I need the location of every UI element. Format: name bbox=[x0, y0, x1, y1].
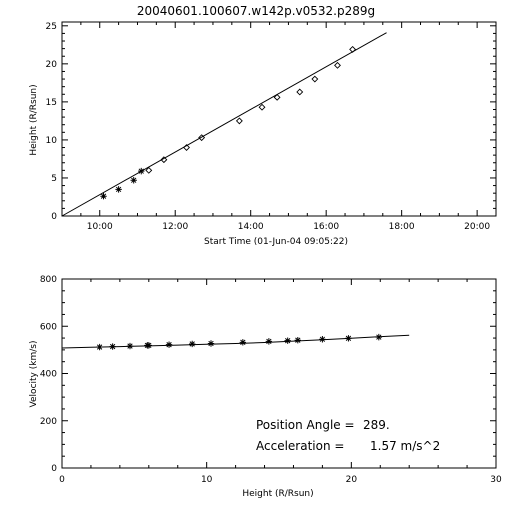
top-chart-title: 20040601.100607.w142p.v0532.p289g bbox=[137, 4, 375, 18]
top-x-tick-label: 10:00 bbox=[87, 222, 113, 232]
top-star-point bbox=[100, 193, 107, 200]
acceleration-label: Acceleration = bbox=[256, 439, 344, 453]
top-y-axis-label: Height (R/Rsun) bbox=[29, 84, 39, 155]
top-diamond-point bbox=[273, 93, 281, 101]
bottom-x-ticks: 0 10 20 30 bbox=[59, 279, 502, 485]
top-diamond-point bbox=[235, 117, 243, 125]
bottom-y-ticks: 0 200 400 600 800 bbox=[40, 275, 496, 474]
position-angle-value: 289. bbox=[363, 418, 390, 432]
bottom-x-tick-label: 0 bbox=[59, 475, 65, 485]
top-y-tick-label: 10 bbox=[46, 136, 58, 146]
top-star-point bbox=[115, 186, 122, 193]
bottom-data-layer bbox=[61, 333, 410, 351]
bottom-star-point bbox=[189, 340, 196, 348]
top-diamond-point bbox=[334, 61, 341, 69]
bottom-fit-line bbox=[61, 334, 410, 349]
bottom-star-point bbox=[284, 337, 291, 344]
top-diamond-point bbox=[160, 156, 168, 164]
bottom-y-tick-label: 600 bbox=[40, 322, 57, 332]
acceleration-value: 1.57 m/s^2 bbox=[370, 439, 440, 453]
bottom-chart: 0 10 20 30 0 200 400 600 800 Height (R/Rsun) Ve… bbox=[29, 275, 502, 499]
top-diamond-point bbox=[311, 75, 319, 83]
top-x-tick-label: 12:00 bbox=[162, 222, 188, 232]
bottom-y-tick-label: 0 bbox=[51, 464, 57, 474]
bottom-x-tick-label: 30 bbox=[490, 475, 502, 485]
bottom-star-point bbox=[207, 340, 215, 347]
bottom-star-point bbox=[265, 338, 273, 345]
bottom-star-point bbox=[239, 339, 247, 346]
top-diamond-point bbox=[258, 103, 266, 111]
top-fit-line bbox=[61, 32, 387, 217]
bottom-y-tick-label: 200 bbox=[40, 417, 57, 427]
bottom-x-tick-label: 10 bbox=[201, 475, 213, 485]
top-y-tick-label: 25 bbox=[46, 22, 57, 32]
top-y-ticks: 0 5 10 15 20 25 bbox=[46, 22, 496, 222]
bottom-star-point bbox=[165, 341, 173, 348]
top-chart: 10:00 12:00 14:00 16:00 18:00 20:00 0 5 10 15 20 2… bbox=[29, 21, 497, 247]
position-angle-label: Position Angle = bbox=[256, 418, 355, 432]
top-y-tick-label: 15 bbox=[46, 98, 57, 108]
top-y-tick-label: 0 bbox=[51, 212, 57, 222]
top-x-tick-label: 14:00 bbox=[238, 222, 264, 232]
bottom-x-tick-label: 20 bbox=[346, 475, 358, 485]
bottom-star-point bbox=[294, 336, 302, 344]
bottom-y-tick-label: 400 bbox=[40, 370, 57, 380]
bottom-y-axis-label: Velocity (km/s) bbox=[29, 341, 39, 408]
top-x-ticks: 10:00 12:00 14:00 16:00 18:00 20:00 bbox=[80, 22, 490, 232]
top-x-tick-label: 16:00 bbox=[313, 222, 339, 232]
top-diamond-point bbox=[145, 166, 153, 174]
top-diamond-point bbox=[296, 88, 304, 96]
bottom-x-axis-label: Height (R/Rsun) bbox=[242, 489, 313, 499]
top-x-tick-label: 18:00 bbox=[389, 222, 415, 232]
top-x-tick-label: 20:00 bbox=[464, 222, 490, 232]
bottom-y-tick-label: 800 bbox=[40, 275, 57, 285]
top-star-point bbox=[130, 177, 137, 184]
top-plot-frame bbox=[61, 21, 497, 217]
top-data-layer bbox=[61, 32, 387, 217]
top-y-tick-label: 20 bbox=[46, 60, 58, 70]
top-diamond-point bbox=[198, 134, 206, 142]
top-y-tick-label: 5 bbox=[51, 174, 57, 184]
top-x-axis-label: Start Time (01-Jun-04 09:05:22) bbox=[204, 237, 348, 247]
